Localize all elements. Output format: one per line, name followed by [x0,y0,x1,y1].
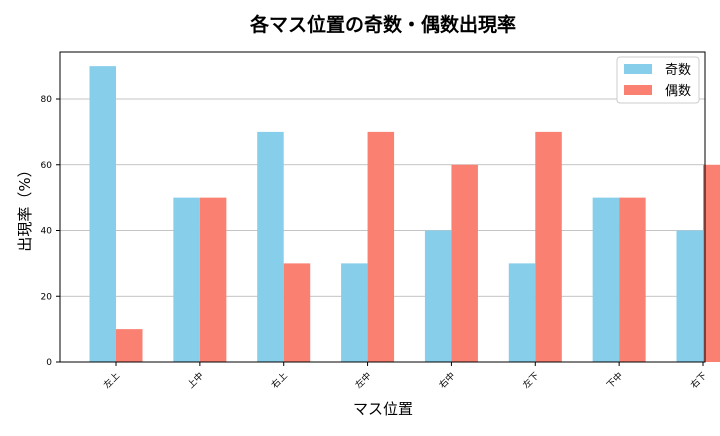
legend-label: 偶数 [665,84,691,99]
bar-偶数-右上 [283,263,311,362]
bar-奇数-右上 [257,131,284,362]
x-tick-label: 左下 [520,370,541,391]
x-tick-label: 下中 [604,370,625,391]
bar-奇数-下中 [592,197,620,362]
bar-偶数-左上 [116,329,143,362]
x-tick-label: 右下 [688,370,709,391]
bar-偶数-左中 [367,131,395,362]
bar-偶数-左下 [535,131,562,362]
bar-偶数-右中 [451,164,478,362]
chart-title: 各マス位置の奇数・偶数出現率 [249,13,516,36]
y-tick-label: 60 [41,161,53,171]
legend-label: 奇数 [665,62,691,78]
bar-偶数-右下 [703,164,720,362]
plot-frame [59,51,706,363]
bar-奇数-右中 [424,230,452,362]
y-tick-label: 80 [41,95,53,105]
y-axis-label: 出現率（%） [16,162,34,251]
x-tick-label: 右中 [436,370,457,391]
bar-偶数-上中 [199,197,227,362]
legend-swatch [624,64,652,74]
bar-奇数-左中 [341,263,368,362]
x-tick-label: 左中 [352,370,373,391]
bar-偶数-下中 [619,197,646,362]
y-tick-label: 20 [41,292,53,302]
bar-奇数-左下 [508,263,536,362]
y-tick-label: 40 [41,227,53,237]
bar-奇数-左上 [89,66,116,362]
bar-奇数-右下 [676,230,703,362]
x-tick-label: 左上 [101,370,122,391]
x-axis-label: マス位置 [353,400,413,418]
y-tick-label: 0 [46,358,52,368]
x-tick-label: 上中 [185,370,206,391]
x-tick-label: 右上 [269,370,290,391]
bar-奇数-上中 [173,197,200,362]
legend-swatch [624,85,652,95]
